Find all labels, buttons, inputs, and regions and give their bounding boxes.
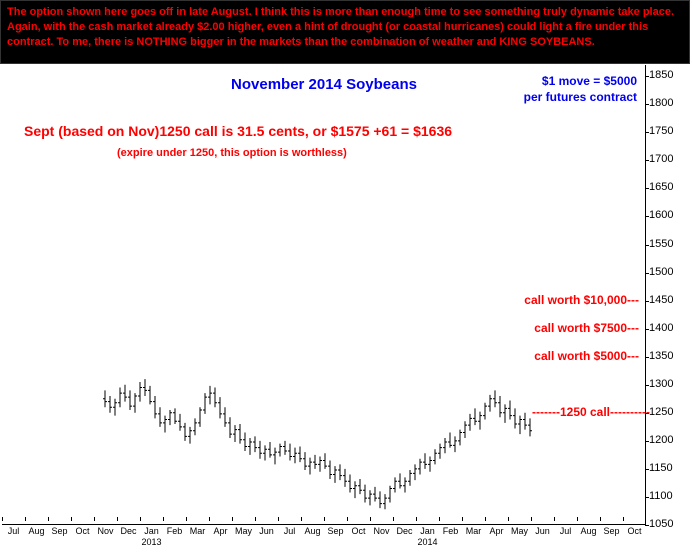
price-plot: November 2014 Soybeans $1 move = $5000 p…: [2, 65, 646, 525]
y-tick-label: 1700: [649, 153, 685, 165]
x-tick-label: Jan: [144, 526, 159, 536]
x-tick-label: Aug: [304, 526, 320, 536]
y-tick-label: 1550: [649, 238, 685, 250]
chart-annotation: call worth $7500---: [534, 321, 639, 335]
y-tick-label: 1350: [649, 350, 685, 362]
x-tick-label: Sep: [327, 526, 343, 536]
header-text: The option shown here goes off in late A…: [7, 6, 674, 48]
header-commentary: The option shown here goes off in late A…: [0, 0, 690, 64]
x-tick-label: Aug: [580, 526, 596, 536]
x-tick-label: Oct: [75, 526, 89, 536]
y-tick-label: 1850: [649, 69, 685, 81]
x-tick-label: Jan: [420, 526, 435, 536]
x-tick-label: Nov: [97, 526, 113, 536]
x-tick-label: Oct: [627, 526, 641, 536]
x-tick-label: Jul: [284, 526, 296, 536]
x-tick-label: Aug: [28, 526, 44, 536]
chart-annotation: call worth $10,000---: [524, 293, 639, 307]
x-tick-label: May: [511, 526, 528, 536]
x-tick-label: Mar: [190, 526, 206, 536]
x-tick-label: Oct: [351, 526, 365, 536]
y-tick-label: 1600: [649, 209, 685, 221]
x-tick-label: Jul: [560, 526, 572, 536]
y-tick-label: 1750: [649, 125, 685, 137]
x-tick-label: Jun: [259, 526, 274, 536]
x-tick-label: Feb: [443, 526, 459, 536]
year-label: 2014: [417, 537, 437, 547]
y-tick-label: 1050: [649, 518, 685, 530]
x-tick-label: Sep: [51, 526, 67, 536]
y-tick-label: 1100: [649, 490, 685, 502]
x-tick-label: Jun: [535, 526, 550, 536]
x-tick-label: May: [235, 526, 252, 536]
x-tick-label: Feb: [167, 526, 183, 536]
x-tick-label: Apr: [213, 526, 227, 536]
x-tick-label: Jul: [8, 526, 20, 536]
y-tick-label: 1450: [649, 294, 685, 306]
chart-annotation: call worth $5000---: [534, 349, 639, 363]
y-tick-label: 1800: [649, 97, 685, 109]
x-tick-label: Dec: [396, 526, 412, 536]
y-tick-label: 1200: [649, 434, 685, 446]
x-tick-label: Nov: [373, 526, 389, 536]
y-tick-label: 1250: [649, 406, 685, 418]
y-tick-label: 1150: [649, 462, 685, 474]
y-tick-label: 1500: [649, 266, 685, 278]
x-tick-label: Mar: [466, 526, 482, 536]
x-tick-label: Sep: [603, 526, 619, 536]
y-tick-label: 1400: [649, 322, 685, 334]
x-tick-label: Dec: [120, 526, 136, 536]
y-tick-label: 1300: [649, 378, 685, 390]
x-tick-label: Apr: [489, 526, 503, 536]
y-tick-label: 1650: [649, 181, 685, 193]
chart-container: November 2014 Soybeans $1 move = $5000 p…: [0, 65, 692, 554]
year-label: 2013: [141, 537, 161, 547]
chart-annotation: -------1250 call----------: [532, 405, 650, 419]
x-axis: Jul Aug Sep Oct Nov Dec Jan Feb Mar Apr May Jun Jul A…: [2, 526, 646, 546]
